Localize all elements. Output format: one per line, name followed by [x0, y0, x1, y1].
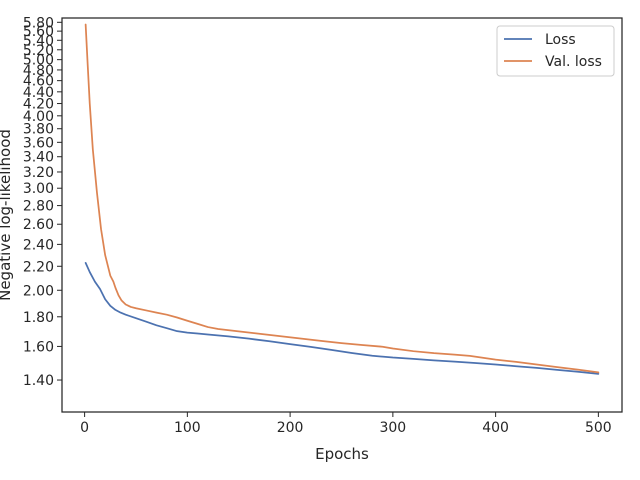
- y-tick-label: 5.40: [23, 33, 54, 49]
- y-tick-label: 5.80: [23, 15, 54, 31]
- y-tick-label: 2.20: [23, 259, 54, 275]
- x-tick-label: 500: [585, 420, 612, 436]
- x-tick-label: 0: [80, 420, 89, 436]
- y-tick-label: 1.60: [23, 339, 54, 355]
- y-tick-label: 5.20: [23, 43, 54, 59]
- y-tick-label: 2.80: [23, 199, 54, 215]
- y-tick-label: 2.40: [23, 237, 54, 253]
- series-line-1: [84, 23, 600, 374]
- y-tick-label: 3.60: [23, 135, 54, 151]
- y-tick-label: 2.60: [23, 217, 54, 233]
- y-tick-label: 2.00: [23, 283, 54, 299]
- y-tick-label: 5.00: [23, 53, 54, 69]
- y-tick-label: 3.80: [23, 122, 54, 138]
- y-tick-label: 4.00: [23, 109, 54, 125]
- series-line-0: [84, 261, 600, 375]
- y-tick-label: 5.60: [23, 24, 54, 40]
- y-tick-label: 3.00: [23, 181, 54, 197]
- y-tick-label: 3.40: [23, 150, 54, 166]
- legend: Loss Val. loss: [496, 25, 615, 77]
- plot-lines: [84, 23, 600, 375]
- legend-label-val-loss: Val. loss: [545, 54, 602, 70]
- x-axis-title: Epochs: [315, 445, 369, 463]
- y-axis-ticks: 1.40 1.60 1.80 2.00 2.20 2.40 2.60 2.80 3.003.20…: [23, 15, 62, 389]
- plot-frame: [61, 17, 623, 413]
- y-tick-label: 4.20: [23, 97, 54, 113]
- x-tick-label: 400: [482, 420, 509, 436]
- y-tick-label: 4.80: [23, 63, 54, 79]
- x-tick-label: 200: [277, 420, 304, 436]
- x-tick-label: 100: [174, 420, 201, 436]
- y-axis-title: Negative log-likelihood: [0, 129, 14, 301]
- x-axis-ticks: 0 100 200 300 400 500: [80, 412, 612, 436]
- y-tick-label: 3.20: [23, 165, 54, 181]
- y-tick-label: 4.60: [23, 74, 54, 90]
- y-tick-label: 1.80: [23, 310, 54, 326]
- legend-label-loss: Loss: [545, 32, 576, 48]
- y-tick-label: 1.40: [23, 373, 54, 389]
- x-tick-label: 300: [379, 420, 406, 436]
- y-tick-label: 4.40: [23, 85, 54, 101]
